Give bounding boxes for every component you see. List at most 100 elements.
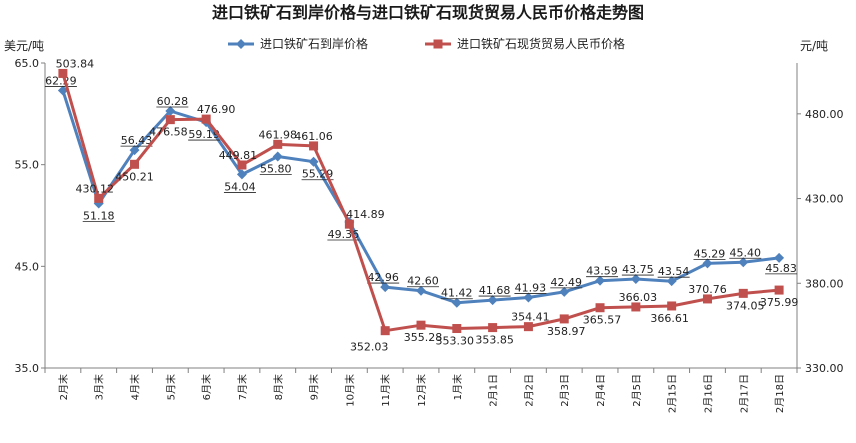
data-label-cny: 461.98 (259, 128, 298, 141)
data-label-cny: 476.58 (149, 126, 188, 139)
chart-title: 进口铁矿石到岸价格与进口铁矿石现货贸易人民币价格走势图 (212, 3, 644, 22)
data-label-usd: 45.83 (765, 262, 797, 275)
data-label-usd: 55.80 (260, 163, 292, 176)
data-label-usd: 41.68 (479, 284, 511, 297)
data-point-cny (416, 320, 426, 330)
data-point-cny (58, 68, 68, 78)
x-tick-label: 12月末 (415, 374, 428, 407)
x-tick-label: 2月末 (57, 374, 70, 400)
data-label-cny: 358.97 (547, 325, 586, 338)
data-point-cny (452, 324, 462, 334)
x-tick-label: 11月末 (379, 374, 392, 407)
data-label-cny: 353.85 (475, 334, 514, 347)
data-label-cny: 476.90 (197, 103, 236, 116)
data-point-cny (380, 326, 390, 336)
data-point-usd (738, 257, 749, 268)
data-label-usd: 41.42 (441, 287, 473, 300)
data-label-cny: 461.06 (294, 130, 333, 143)
data-point-cny (488, 323, 498, 333)
data-point-usd (630, 274, 641, 285)
data-point-cny (94, 193, 104, 203)
data-label-cny: 353.30 (436, 335, 475, 348)
x-tick-label: 5月末 (164, 374, 177, 400)
data-label-cny: 449.81 (219, 149, 258, 162)
data-label-cny: 370.76 (688, 283, 727, 296)
data-label-cny: 503.84 (56, 57, 95, 70)
data-point-cny (237, 160, 247, 170)
data-point-cny (631, 302, 641, 312)
x-tick-label: 7月末 (236, 374, 249, 400)
axes: 35.0 45.0 55.0 65.0 330.00 380.00 430.00 480.00… (15, 57, 844, 413)
legend-label-cny: 进口铁矿石现货贸易人民币价格 (457, 36, 625, 51)
legend-marker-usd (236, 39, 246, 49)
data-point-usd (451, 297, 462, 308)
data-label-usd: 59.19 (188, 128, 220, 141)
data-point-usd (236, 169, 247, 180)
data-label-usd: 45.40 (730, 246, 762, 259)
data-point-cny (309, 141, 319, 151)
right-tick-label: 430.00 (805, 193, 844, 206)
x-tick-label: 2月5日 (631, 374, 643, 407)
right-tick-label: 380.00 (805, 277, 844, 290)
data-point-cny (130, 159, 140, 169)
data-label-usd: 56.43 (121, 134, 153, 147)
x-tick-label: 10月末 (343, 374, 356, 407)
data-point-usd (272, 151, 283, 162)
data-point-cny (559, 314, 569, 324)
left-tick-label: 45.0 (15, 260, 40, 273)
data-label-usd: 54.04 (224, 180, 256, 193)
data-label-usd: 43.54 (658, 265, 690, 278)
data-label-usd: 42.49 (550, 276, 582, 289)
right-tick-label: 480.00 (805, 108, 844, 121)
data-point-cny (667, 301, 677, 311)
data-label-cny: 414.89 (346, 208, 385, 221)
data-label-cny: 366.61 (650, 312, 689, 325)
data-label-cny: 355.28 (404, 331, 443, 344)
x-tick-label: 2月15日 (667, 374, 679, 413)
data-label-usd: 60.28 (157, 95, 189, 108)
data-label-usd: 51.18 (83, 210, 115, 223)
left-tick-label: 55.0 (15, 159, 40, 172)
x-tick-label: 2月3日 (559, 374, 571, 407)
data-label-cny: 354.41 (511, 311, 550, 324)
data-label-cny: 374.05 (726, 299, 765, 312)
x-tick-label: 2月16日 (702, 374, 714, 413)
left-tick-label: 35.0 (15, 362, 40, 375)
left-tick-label: 65.0 (15, 57, 40, 70)
left-axis-unit: 美元/吨 (4, 39, 44, 53)
x-tick-label: 9月末 (308, 374, 321, 400)
x-tick-label: 8月末 (272, 374, 285, 400)
data-point-cny (595, 303, 605, 313)
data-point-cny (201, 114, 211, 124)
data-point-usd (666, 276, 677, 287)
data-point-cny (774, 285, 784, 295)
data-label-usd: 42.60 (407, 275, 439, 288)
data-point-usd (559, 286, 570, 297)
legend-marker-cny (433, 39, 443, 49)
legend: 进口铁矿石到岸价格 进口铁矿石现货贸易人民币价格 (228, 36, 625, 51)
legend-label-usd: 进口铁矿石到岸价格 (260, 36, 368, 51)
x-tick-label: 2月17日 (738, 374, 750, 413)
data-label-cny: 375.99 (760, 296, 799, 309)
data-label-usd: 42.96 (367, 271, 399, 284)
x-tick-label: 2月1日 (488, 374, 500, 407)
x-tick-label: 3月末 (93, 374, 106, 400)
data-point-usd (774, 252, 785, 263)
data-point-usd (416, 285, 426, 296)
data-point-usd (380, 282, 391, 293)
data-label-usd: 41.93 (515, 282, 547, 295)
data-label-cny: 430.12 (75, 182, 114, 195)
data-label-cny: 366.03 (619, 291, 658, 304)
data-point-cny (738, 288, 748, 298)
right-axis-unit: 元/吨 (800, 39, 828, 53)
x-tick-label: 2月2日 (523, 374, 535, 407)
x-tick-label: 6月末 (200, 374, 213, 400)
data-point-cny (344, 219, 354, 229)
data-label-cny: 352.03 (350, 341, 389, 354)
x-tick-label: 4月末 (129, 374, 142, 400)
data-point-usd (702, 258, 713, 269)
data-label-usd: 43.59 (586, 265, 618, 278)
data-point-cny (702, 294, 712, 304)
